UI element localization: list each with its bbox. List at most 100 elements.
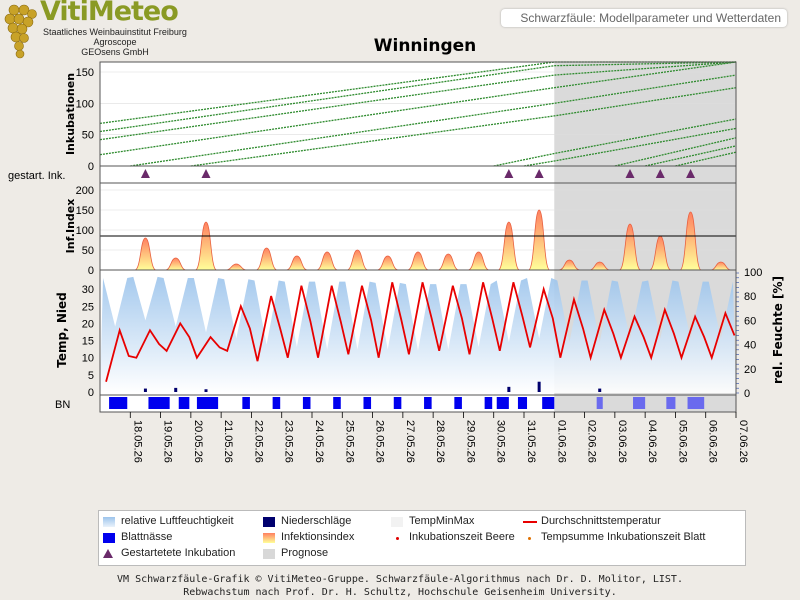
leaf-wetness-bar bbox=[484, 397, 493, 409]
infindex-peak bbox=[589, 261, 611, 271]
legend-label: TempMinMax bbox=[409, 515, 475, 527]
temp-tick-label: 30 bbox=[82, 284, 94, 296]
incubation-line-4 bbox=[99, 61, 737, 156]
chart-legend: relative Luftfeuchtigkeit Niederschläge Te… bbox=[98, 510, 746, 566]
leaf-wetness-bar bbox=[302, 397, 311, 409]
legend-swatch-precip bbox=[263, 517, 275, 527]
infindex-peak bbox=[497, 221, 520, 271]
infindex-peak bbox=[619, 223, 641, 271]
humidity-tick-label: 60 bbox=[744, 315, 756, 327]
infindex-peak bbox=[225, 263, 247, 271]
started-incubation-label: gestart. Ink. bbox=[8, 170, 65, 182]
leaf-wetness-bar bbox=[178, 397, 190, 409]
legend-label: Inkubationszeit Beere bbox=[409, 531, 515, 543]
started-incubation-marker bbox=[655, 169, 665, 178]
precipitation-bar bbox=[204, 389, 208, 392]
date-tick-label: 23.05.26 bbox=[283, 420, 295, 463]
infindex-tick-label: 150 bbox=[76, 205, 94, 217]
infindex-peak bbox=[377, 255, 399, 271]
date-tick-label: 22.05.26 bbox=[252, 420, 264, 463]
humidity-tick-label: 0 bbox=[744, 388, 750, 400]
humidity-tick-label: 20 bbox=[744, 364, 756, 376]
legend-swatch-tempminmax bbox=[391, 517, 403, 527]
legend-label: Prognose bbox=[281, 547, 329, 559]
leaf-wetness-bar bbox=[363, 397, 372, 409]
temp-tick-label: 10 bbox=[82, 353, 94, 365]
date-tick-label: 29.05.26 bbox=[464, 420, 476, 463]
precipitation-bar bbox=[143, 388, 147, 392]
date-tick-label: 28.05.26 bbox=[434, 420, 446, 463]
legend-swatch-dot-orange bbox=[528, 537, 531, 540]
institute-name: Staatliches Weinbauinstitut Freiburg bbox=[43, 27, 187, 37]
date-tick-label: 05.06.26 bbox=[676, 420, 688, 463]
leaf-wetness-bar bbox=[542, 397, 555, 409]
incubation-line-9 bbox=[614, 137, 737, 167]
humidity-axis-label: rel. Feuchte [%] bbox=[771, 276, 785, 384]
leaf-wetness-panel-border bbox=[99, 394, 737, 413]
leaf-wetness-bar bbox=[393, 397, 402, 409]
started-incubation-marker bbox=[625, 169, 635, 178]
incubation-line-10 bbox=[644, 145, 737, 167]
legend-label: Durchschnittstemperatur bbox=[541, 515, 661, 527]
temp-tick-label: 15 bbox=[82, 336, 94, 348]
leaf-wetness-bar bbox=[496, 397, 509, 409]
mean-temperature-line bbox=[105, 282, 736, 382]
precipitation-bar bbox=[174, 387, 178, 392]
temp-axis-label: Temp, Nied bbox=[55, 292, 69, 367]
infindex-peak bbox=[407, 251, 429, 271]
incubation-line-2 bbox=[99, 61, 737, 133]
incubation-line-11 bbox=[675, 151, 737, 167]
infindex-peak bbox=[346, 249, 369, 271]
legend-swatch-triangle bbox=[103, 549, 113, 558]
incubation-tick-label: 50 bbox=[82, 130, 94, 142]
date-tick-label: 30.05.26 bbox=[495, 420, 507, 463]
infindex-peak bbox=[165, 257, 187, 271]
leaf-wetness-bar bbox=[148, 397, 170, 409]
temp-tick-label: 20 bbox=[82, 318, 94, 330]
grape-icon bbox=[4, 4, 37, 59]
date-tick-label: 31.05.26 bbox=[525, 420, 537, 463]
temp-tick-label: 0 bbox=[88, 387, 94, 399]
humidity-tick-label: 80 bbox=[744, 291, 756, 303]
footer-line-1: VM Schwarzfäule-Grafik © VitiMeteo-Grupp… bbox=[117, 574, 683, 585]
temp-tick-label: 5 bbox=[88, 370, 94, 382]
started-incubation-marker bbox=[534, 169, 544, 178]
infindex-peak bbox=[710, 261, 732, 271]
infindex-axis-label: Inf.Index bbox=[64, 199, 77, 254]
infindex-peak bbox=[467, 251, 490, 271]
incubation-line-7 bbox=[493, 118, 737, 167]
incubation-tick-label: 0 bbox=[88, 161, 94, 173]
infindex-peak bbox=[437, 253, 460, 271]
incubation-tick-label: 150 bbox=[76, 67, 94, 79]
infindex-tick-label: 0 bbox=[88, 265, 94, 277]
legend-swatch-infindex bbox=[263, 533, 275, 543]
date-tick-label: 18.05.26 bbox=[131, 420, 143, 463]
leaf-wetness-bar bbox=[196, 397, 219, 409]
leaf-wetness-bar bbox=[333, 397, 341, 409]
infindex-peak bbox=[316, 251, 338, 271]
infindex-peak bbox=[528, 209, 551, 271]
leaf-wetness-bar bbox=[687, 397, 705, 409]
date-tick-label: 19.05.26 bbox=[162, 420, 174, 463]
infindex-tick-label: 200 bbox=[76, 185, 94, 197]
started-incubation-marker bbox=[504, 169, 514, 178]
legend-label: Infektionsindex bbox=[281, 531, 355, 543]
logo-wordmark: VitiMeteo bbox=[40, 0, 179, 27]
institute-name-2: Agroscope bbox=[93, 37, 137, 47]
legend-label: Niederschläge bbox=[281, 515, 352, 527]
legend-swatch-templine bbox=[523, 521, 537, 523]
leaf-wetness-bar bbox=[596, 397, 603, 409]
started-incubation-marker bbox=[140, 169, 150, 178]
legend-swatch-forecast bbox=[263, 549, 275, 559]
date-tick-label: 21.05.26 bbox=[222, 420, 234, 463]
incubation-line-6 bbox=[190, 87, 737, 167]
date-tick-label: 24.05.26 bbox=[313, 420, 325, 463]
infindex-peak bbox=[195, 221, 217, 271]
infindex-tick-label: 100 bbox=[76, 225, 94, 237]
leaf-wetness-bar bbox=[272, 397, 281, 409]
humidity-tick-label: 100 bbox=[744, 267, 762, 279]
leaf-wetness-bar bbox=[454, 397, 462, 409]
precipitation-bar bbox=[598, 388, 602, 392]
started-incubation-marker bbox=[201, 169, 211, 178]
incubation-tick-label: 100 bbox=[76, 98, 94, 110]
